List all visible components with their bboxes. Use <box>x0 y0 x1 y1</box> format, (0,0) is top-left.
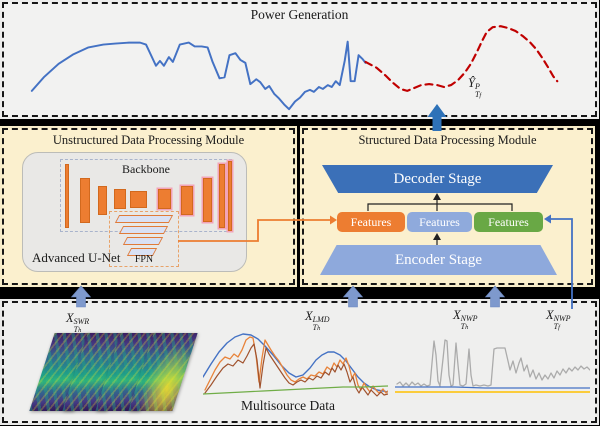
backbone-layer-bar <box>158 189 171 209</box>
fpn-pyramid-level <box>122 237 164 245</box>
nwp-historical-label: X NWP Th <box>453 308 478 332</box>
backbone-layer-bar <box>219 164 225 228</box>
features-box-nwp: Features <box>474 212 543 232</box>
structured-module-title: Structured Data Processing Module <box>358 133 537 147</box>
nwp-f-label-sub: T <box>553 322 559 332</box>
nwp-h-label-subsub: h <box>465 324 469 332</box>
nwp-mini-chart <box>395 339 590 393</box>
forecast-label-subsub: f <box>479 92 482 100</box>
swr-label-subsub: h <box>78 327 82 335</box>
multisource-data-panel: X SWR Th X LMD Th X NWP Th X NWP Tf Multisource … <box>0 299 599 425</box>
lmd_orange-line <box>204 336 388 394</box>
advanced-unet-container: Backbone FPN Advanced U-Net <box>22 152 247 272</box>
nwp-f-label-sup: NWP <box>553 314 571 323</box>
power-generation-title: Power Generation <box>250 7 349 22</box>
nwp-h-label-sub: T <box>460 322 466 332</box>
forecast-output-label: Ŷ P Tf <box>468 76 482 100</box>
lmd_blue-line <box>203 333 388 393</box>
lmd-label-sup: LMD <box>312 315 330 324</box>
backbone-layer-bar <box>181 186 193 215</box>
historical_power-line <box>30 40 367 111</box>
lmd_green-line <box>203 385 388 395</box>
power-generation-panel: Power Generation Ŷ P Tf <box>0 0 599 119</box>
features-box-image: Features <box>337 212 405 232</box>
nwp_blue-line <box>395 386 590 389</box>
swr-label-sub: T <box>73 325 79 335</box>
fpn-label: FPN <box>134 254 154 265</box>
nwp-forecast-label: X NWP Tf <box>546 308 571 332</box>
backbone-layer-bar <box>80 178 90 223</box>
lmd-label-sub: T <box>312 323 318 333</box>
features-box-encoder: Features <box>407 212 472 232</box>
forecast-label-base: Ŷ <box>468 76 475 90</box>
swr-label-base: X <box>66 311 74 325</box>
nwp-f-label-base: X <box>546 308 554 322</box>
backbone-box: Backbone <box>60 159 232 232</box>
backbone-layer-bar <box>65 164 69 228</box>
lmd_brown-line <box>204 343 388 397</box>
backbone-layer-bar <box>203 178 212 222</box>
backbone-layer-bar <box>228 161 232 231</box>
decoder-stage: Decoder Stage <box>322 165 553 193</box>
unstructured-module-title: Unstructured Data Processing Module <box>52 133 245 147</box>
power-generation-chart <box>30 25 559 111</box>
lmd-input-label: X LMD Th <box>305 309 330 333</box>
backbone-layer-bar <box>98 186 107 215</box>
nwp_gray-line <box>396 339 590 387</box>
swr-label-sup: SWR <box>73 317 90 326</box>
advanced-unet-label: Advanced U-Net <box>32 250 121 265</box>
forecast_power-line <box>364 25 559 92</box>
lmd-label-base: X <box>305 309 313 323</box>
unstructured-module: Unstructured Data Processing Module Back… <box>0 126 297 287</box>
encoder-stage: Encoder Stage <box>320 245 557 275</box>
fpn-pyramid-level <box>118 226 169 234</box>
multisource-data-caption: Multisource Data <box>240 398 336 413</box>
nwp-f-label-subsub: f <box>558 324 560 332</box>
lmd-mini-chart <box>203 333 388 397</box>
backbone-layer-bar <box>114 189 126 209</box>
structured-module: Structured Data Processing Module Decode… <box>300 126 595 287</box>
forecast-label-sup: P <box>474 82 480 91</box>
fpn-pyramid-level <box>114 215 174 223</box>
forecast-label-sub: T <box>474 90 480 100</box>
swr-input-label: X SWR Th <box>66 311 90 335</box>
nwp-h-label-base: X <box>453 308 461 322</box>
nwp-h-label-sup: NWP <box>460 314 478 323</box>
backbone-layer-bar <box>130 191 147 208</box>
lmd-label-subsub: h <box>317 325 321 333</box>
backbone-label: Backbone <box>122 162 170 176</box>
